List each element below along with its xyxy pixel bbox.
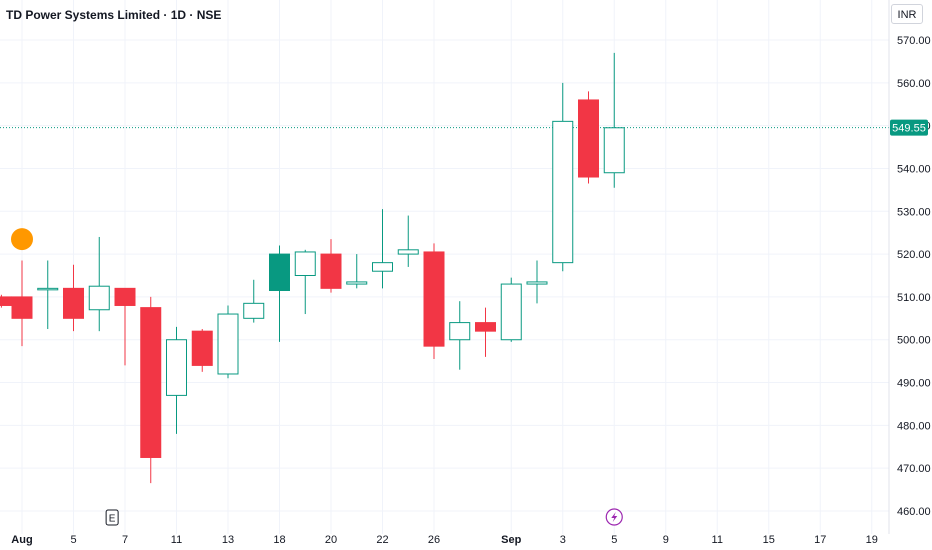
last-price-badge: 549.55 [890, 119, 928, 136]
earnings-marker-box [105, 509, 119, 526]
candle [423, 243, 445, 359]
candle [269, 245, 290, 342]
x-tick-label: 5 [70, 534, 76, 546]
candle [397, 215, 419, 267]
x-tick-label: 18 [273, 534, 285, 546]
candle [37, 260, 59, 330]
candle-body [191, 330, 213, 366]
x-tick-label: Aug [11, 534, 32, 546]
candle-body [500, 283, 522, 341]
chart-events: E [11, 228, 623, 526]
x-tick-label: 26 [428, 534, 440, 546]
candle [320, 239, 342, 293]
x-tick-label: 15 [763, 534, 775, 546]
candle-body [552, 120, 574, 264]
candle-body [578, 99, 599, 178]
candle [243, 279, 265, 323]
y-tick-label: 520.00 [897, 249, 931, 261]
candle-body [63, 287, 84, 319]
candle-body [603, 127, 625, 174]
candle-body [11, 296, 33, 319]
price-axis[interactable]: 460.00 470.00 480.00 490.00 500.00 510.00 520.… [897, 35, 931, 518]
candle-body [423, 251, 445, 347]
currency-selector[interactable]: INR [891, 4, 923, 24]
candle [191, 329, 213, 372]
candle [140, 296, 162, 484]
y-tick-label: 490.00 [897, 378, 931, 390]
x-tick-label: 9 [663, 534, 669, 546]
candle-body [140, 307, 162, 458]
candle [526, 260, 548, 304]
candle-body [475, 322, 496, 332]
candle-body [526, 281, 548, 285]
candle [114, 287, 136, 366]
x-tick-label: 17 [814, 534, 826, 546]
candle [449, 301, 471, 370]
candle-body [269, 253, 290, 291]
x-tick-label: 11 [171, 534, 182, 546]
y-tick-label: 480.00 [897, 420, 931, 432]
last-price-badge-bg [890, 119, 928, 136]
x-tick-label: 3 [560, 534, 566, 546]
x-tick-label: 11 [712, 534, 723, 546]
candle-body [88, 285, 110, 311]
candle [500, 277, 522, 342]
candle [88, 236, 110, 332]
candle [372, 209, 393, 289]
x-tick-label: Sep [501, 534, 521, 546]
candle-body [372, 262, 393, 272]
y-tick-label: 500.00 [897, 335, 931, 347]
candle [0, 294, 12, 308]
candle-body [449, 322, 471, 341]
candle-body [217, 313, 239, 375]
candle [11, 260, 33, 347]
candle [63, 264, 84, 332]
chart-title: TD Power Systems Limited · 1D · NSE [6, 8, 222, 22]
x-tick-label: 5 [611, 534, 617, 546]
candle-body [397, 249, 419, 255]
candle [166, 326, 187, 434]
candle [475, 307, 496, 357]
candle [294, 249, 316, 315]
candle [217, 305, 239, 379]
y-tick-label: 530.00 [897, 206, 931, 218]
candle [603, 52, 625, 188]
split-marker-icon[interactable] [605, 508, 623, 526]
candle-body [294, 251, 316, 276]
dividend-marker-icon[interactable] [11, 228, 33, 251]
lightning-icon [611, 512, 618, 522]
candle-body [243, 302, 265, 319]
candle-body [320, 253, 342, 289]
candles [0, 52, 625, 484]
candle [346, 254, 368, 289]
candle-body [114, 287, 136, 306]
y-tick-label: 570.00 [897, 35, 931, 47]
x-tick-label: 19 [866, 534, 878, 546]
candle-body [0, 296, 12, 306]
y-tick-label: 460.00 [897, 506, 931, 518]
candle-body [346, 281, 368, 285]
x-tick-label: 22 [376, 534, 388, 546]
y-tick-label: 540.00 [897, 163, 931, 175]
x-tick-label: 7 [122, 534, 128, 546]
candle [578, 91, 599, 184]
x-tick-label: 13 [222, 534, 234, 546]
time-axis[interactable]: Aug 5 7 11 13 18 20 22 26 Sep 3 5 9 11 15 17 19 [11, 534, 878, 546]
y-tick-label: 470.00 [897, 463, 931, 475]
candle-body [166, 339, 187, 396]
y-tick-label: 560.00 [897, 78, 931, 90]
earnings-marker-label: E [109, 514, 116, 525]
earnings-marker-icon[interactable]: E [105, 509, 119, 526]
last-price-label: 549.55 [892, 123, 926, 135]
candle-body [37, 287, 59, 291]
x-tick-label: 20 [325, 534, 337, 546]
candle [552, 82, 574, 272]
y-tick-label: 510.00 [897, 292, 931, 304]
